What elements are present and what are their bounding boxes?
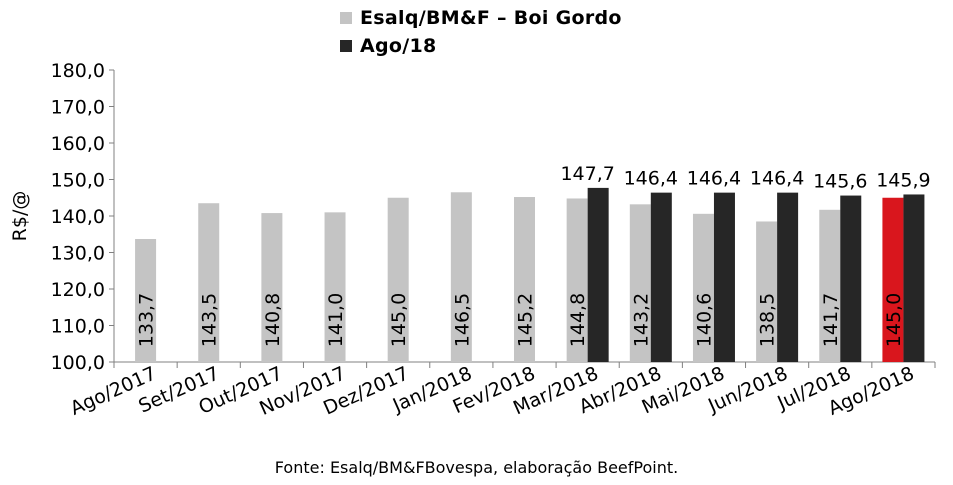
chart-legend: Esalq/BM&F – Boi Gordo Ago/18 — [340, 4, 622, 60]
bar-label-esalq: 140,8 — [262, 293, 284, 347]
legend-label-ago18: Ago/18 — [360, 35, 437, 57]
bar-esalq — [387, 197, 409, 362]
legend-swatch-ago18 — [340, 40, 352, 52]
bar-label-ago18: 147,7 — [560, 163, 614, 185]
bar-label-ago18: 146,4 — [750, 168, 804, 190]
bar-label-ago18: 146,4 — [624, 168, 678, 190]
bar-label-esalq: 145,2 — [515, 293, 537, 347]
y-tick-label: 140,0 — [51, 206, 105, 228]
bar-label-ago18: 145,9 — [876, 169, 930, 191]
bar-label-esalq: 146,5 — [451, 293, 473, 347]
bar-esalq — [692, 213, 714, 362]
bar-label-esalq: 145,0 — [388, 293, 410, 347]
y-tick-label: 110,0 — [51, 316, 105, 338]
bar-ago18 — [777, 192, 799, 362]
legend-label-esalq: Esalq/BM&F – Boi Gordo — [360, 7, 622, 29]
bar-label-esalq: 133,7 — [136, 293, 158, 347]
bar-label-esalq: 141,7 — [820, 293, 842, 347]
chart-bars — [135, 187, 925, 362]
y-tick-label: 130,0 — [51, 243, 105, 265]
y-tick-label: 150,0 — [51, 170, 105, 192]
chart-axes: 100,0 110,0 120,0 130,0 140,0 150,0 160,0 170,0… — [9, 60, 936, 420]
source-note: Fonte: Esalq/BM&FBovespa, elaboração Bee… — [274, 458, 679, 477]
legend-item-esalq: Esalq/BM&F – Boi Gordo — [340, 4, 622, 32]
bar-label-esalq: 138,5 — [757, 293, 779, 347]
bar-esalq — [450, 192, 472, 362]
bar-esalq — [629, 204, 651, 362]
bar-label-esalq: 143,5 — [199, 293, 221, 347]
bar-ago18 — [840, 195, 862, 362]
y-axis-title: R$/@ — [9, 191, 31, 242]
bar-esalq — [261, 213, 283, 362]
y-tick-label: 170,0 — [51, 97, 105, 119]
bar-esalq — [324, 212, 346, 362]
bar-ago18 — [903, 194, 925, 362]
bar-esalq — [135, 238, 157, 362]
y-tick-label: 180,0 — [51, 60, 105, 82]
bar-esalq — [198, 203, 220, 362]
legend-swatch-esalq — [340, 12, 352, 24]
bar-esalq — [566, 198, 588, 362]
bar-esalq-highlight — [882, 197, 904, 362]
bar-label-ago18: 146,4 — [687, 168, 741, 190]
bar-ago18 — [650, 192, 672, 362]
bar-esalq — [756, 221, 778, 362]
bar-label-esalq: 143,2 — [630, 293, 652, 347]
y-tick-label: 160,0 — [51, 133, 105, 155]
chart-labels: 133,7 143,5 140,8 141,0 145,0 146,5 145,2 144,8… — [136, 163, 931, 347]
bar-label-esalq: 141,0 — [325, 293, 347, 347]
y-tick-label: 120,0 — [51, 279, 105, 301]
bar-label-esalq: 145,0 — [883, 293, 905, 347]
bar-ago18 — [713, 192, 735, 362]
bar-label-esalq: 144,8 — [567, 293, 589, 347]
bar-ago18 — [587, 187, 609, 362]
bar-esalq — [514, 197, 535, 362]
legend-item-ago18: Ago/18 — [340, 32, 622, 60]
bar-esalq — [819, 209, 841, 362]
bar-label-ago18: 145,6 — [813, 171, 867, 193]
y-tick-label: 100,0 — [51, 352, 105, 374]
bar-label-esalq: 140,6 — [693, 293, 715, 347]
